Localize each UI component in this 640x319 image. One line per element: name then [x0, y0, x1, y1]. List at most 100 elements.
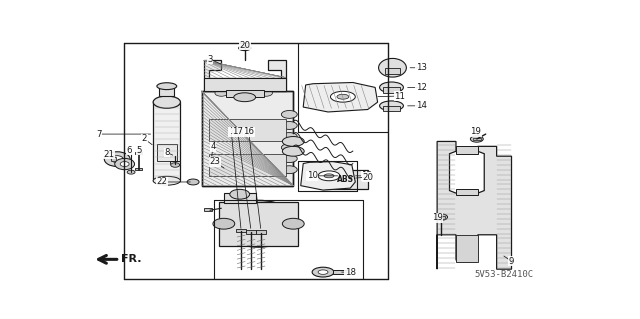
Bar [153, 102, 180, 181]
Bar [256, 230, 266, 234]
Bar [456, 146, 478, 154]
Bar [202, 91, 293, 186]
Ellipse shape [153, 96, 180, 108]
Ellipse shape [282, 133, 297, 140]
Text: 20: 20 [239, 41, 250, 50]
Ellipse shape [282, 166, 297, 174]
Bar [227, 90, 264, 97]
Ellipse shape [213, 218, 235, 229]
Text: 6: 6 [127, 145, 132, 154]
Ellipse shape [120, 162, 129, 167]
Text: 21: 21 [103, 150, 115, 159]
Ellipse shape [324, 174, 334, 178]
Bar [135, 152, 142, 154]
Ellipse shape [104, 152, 130, 167]
Ellipse shape [282, 155, 297, 163]
Ellipse shape [318, 171, 340, 181]
Ellipse shape [337, 94, 349, 99]
Text: ABS: ABS [337, 175, 354, 184]
Bar [111, 157, 116, 161]
Bar [202, 91, 293, 186]
Ellipse shape [237, 90, 250, 96]
Bar [333, 270, 348, 274]
Text: 20: 20 [362, 173, 373, 182]
Ellipse shape [237, 211, 280, 237]
Ellipse shape [153, 176, 180, 185]
Bar [236, 229, 246, 232]
Ellipse shape [127, 170, 135, 174]
Bar [170, 161, 180, 164]
Ellipse shape [312, 267, 334, 277]
Bar [209, 119, 286, 141]
Ellipse shape [282, 137, 304, 146]
Bar [323, 170, 367, 189]
Ellipse shape [111, 156, 123, 163]
Bar [456, 189, 478, 196]
Text: 22: 22 [156, 177, 167, 187]
Ellipse shape [470, 136, 483, 142]
Text: 14: 14 [416, 101, 427, 110]
Text: 10: 10 [307, 171, 317, 180]
Ellipse shape [380, 101, 403, 111]
Ellipse shape [187, 179, 199, 185]
Bar [456, 235, 478, 262]
Ellipse shape [282, 146, 304, 156]
Text: 7: 7 [96, 130, 102, 138]
Text: 15: 15 [361, 171, 372, 180]
Text: 16: 16 [243, 127, 254, 136]
Ellipse shape [318, 270, 328, 274]
Text: 5V53-B2410C: 5V53-B2410C [474, 270, 534, 278]
Bar [219, 202, 298, 246]
Text: 5: 5 [137, 145, 142, 154]
Ellipse shape [157, 83, 177, 90]
Text: FR.: FR. [121, 254, 141, 264]
Bar [204, 78, 286, 91]
Ellipse shape [215, 90, 228, 96]
Bar [224, 193, 256, 203]
Text: 12: 12 [416, 83, 427, 92]
Text: 2: 2 [141, 135, 147, 144]
Text: 23: 23 [209, 157, 220, 166]
Text: 1: 1 [228, 127, 234, 136]
Text: 19: 19 [470, 127, 481, 136]
Bar [209, 154, 286, 176]
Text: 4: 4 [210, 142, 216, 151]
Bar [385, 68, 401, 74]
Ellipse shape [115, 159, 134, 170]
Ellipse shape [230, 189, 250, 199]
Ellipse shape [234, 93, 255, 102]
Bar [383, 106, 401, 111]
Polygon shape [303, 83, 378, 112]
Ellipse shape [260, 90, 273, 96]
Ellipse shape [239, 46, 251, 51]
Bar [246, 230, 256, 234]
Bar [159, 86, 174, 96]
Text: 8: 8 [164, 148, 170, 157]
Ellipse shape [282, 122, 297, 130]
Text: 3: 3 [207, 55, 212, 64]
Bar [219, 202, 298, 247]
Text: 18: 18 [345, 268, 356, 277]
Bar [473, 137, 481, 140]
Text: 11: 11 [394, 92, 405, 100]
Ellipse shape [380, 82, 403, 93]
Ellipse shape [330, 91, 355, 102]
Bar [157, 144, 177, 161]
Polygon shape [437, 141, 511, 269]
Text: 13: 13 [416, 63, 427, 72]
Ellipse shape [435, 214, 447, 220]
Bar [383, 87, 401, 93]
Bar [204, 208, 212, 211]
Polygon shape [204, 60, 286, 91]
Bar [437, 216, 445, 219]
Bar [135, 168, 142, 170]
Ellipse shape [219, 200, 298, 247]
Text: 17: 17 [232, 127, 243, 136]
Text: 9: 9 [509, 257, 514, 266]
Ellipse shape [282, 218, 304, 229]
Ellipse shape [379, 58, 406, 77]
Polygon shape [301, 162, 355, 190]
Text: 19: 19 [432, 213, 442, 222]
Ellipse shape [171, 163, 180, 167]
Ellipse shape [282, 144, 297, 152]
